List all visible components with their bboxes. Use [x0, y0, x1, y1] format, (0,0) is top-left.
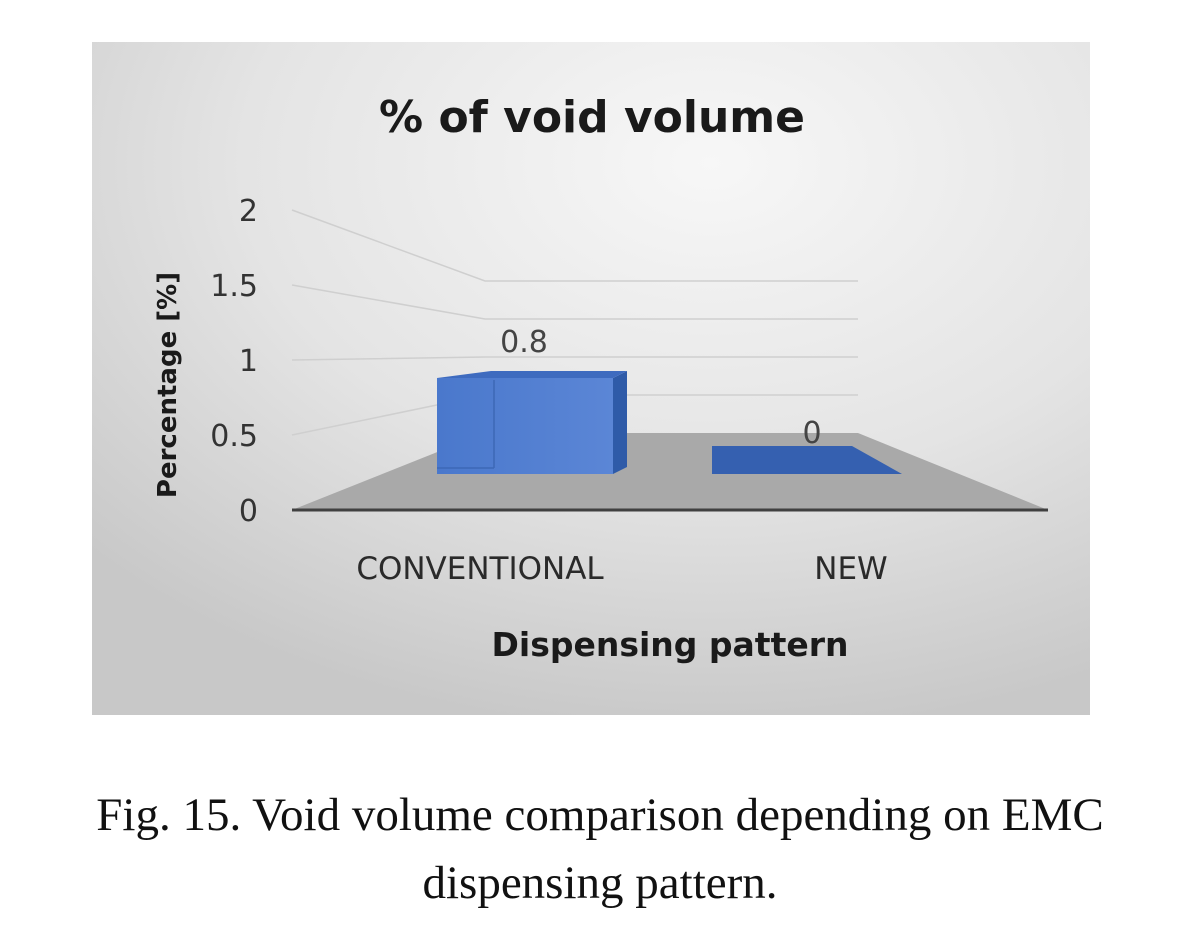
y-tick-labels: 0 0.5 1 1.5 2 [210, 194, 258, 529]
gridline [291, 284, 858, 320]
bar-front [437, 378, 613, 474]
figure-caption-line-2: dispensing pattern. [422, 857, 778, 909]
y-tick-label: 1 [239, 344, 258, 379]
chart-title: % of void volume [379, 92, 805, 143]
y-tick-label: 1.5 [210, 269, 258, 304]
bar-conventional [437, 371, 627, 474]
chart-figure: % of void volume 0.80 00.511.52 CONVENTI… [92, 42, 1090, 715]
x-tick-label: NEW [814, 551, 887, 587]
x-tick-label: CONVENTIONAL [356, 551, 604, 587]
figure-caption-line-1: Fig. 15. Void volume comparison dependin… [96, 789, 1104, 841]
y-axis-label: Percentage [%] [153, 272, 183, 498]
bar-new [712, 446, 902, 474]
data-labels: 0.80 [500, 325, 821, 451]
y-tick-label: 0 [239, 494, 258, 529]
bars [437, 371, 902, 474]
y-tick-label: 2 [239, 194, 258, 229]
x-axis-label: Dispensing pattern [492, 625, 849, 664]
gridlines [291, 209, 858, 436]
gridline [291, 209, 858, 282]
bar-side [613, 371, 627, 474]
y-tick-label: 0.5 [210, 419, 258, 454]
x-tick-labels: CONVENTIONAL NEW [356, 551, 887, 587]
data-label: 0 [802, 416, 821, 451]
bar-top [437, 371, 627, 378]
gridline [291, 356, 858, 361]
data-label: 0.8 [500, 325, 548, 360]
bar-flat [712, 446, 902, 474]
